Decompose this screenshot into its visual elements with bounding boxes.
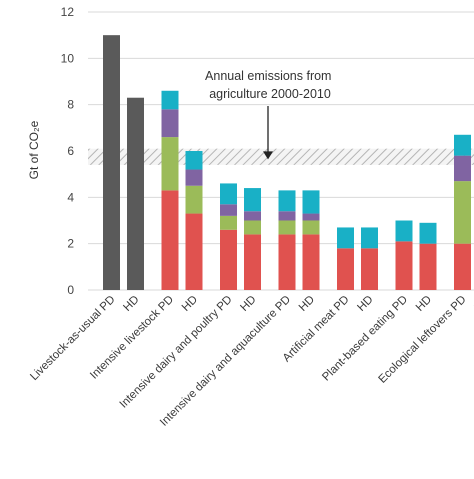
bar-segment bbox=[161, 137, 179, 191]
x-category-label: HD bbox=[355, 294, 375, 314]
bar-segment bbox=[337, 227, 354, 249]
annotation-arrowhead bbox=[263, 151, 273, 160]
bar-segment bbox=[185, 169, 203, 186]
annotation-line-1: Annual emissions from bbox=[205, 69, 331, 83]
x-category-label: HD bbox=[472, 294, 474, 314]
bar-segment bbox=[302, 234, 320, 290]
annotation-text: Annual emissions from agriculture 2000-2… bbox=[205, 69, 335, 101]
annotation-line-2: agriculture 2000-2010 bbox=[209, 87, 331, 101]
x-category-label: HD bbox=[121, 294, 141, 314]
bar-segment bbox=[185, 185, 203, 214]
bar-segment bbox=[302, 190, 320, 214]
y-tick-label: 6 bbox=[67, 144, 74, 158]
x-category-label: HD bbox=[297, 294, 317, 314]
bar-segment bbox=[220, 204, 237, 216]
bar-segment bbox=[302, 213, 320, 221]
bar-segment bbox=[244, 211, 261, 221]
bar-segment bbox=[278, 234, 296, 290]
bar-segment bbox=[395, 220, 413, 242]
bar-segment bbox=[244, 234, 261, 290]
annotation: Annual emissions from agriculture 2000-2… bbox=[205, 69, 335, 160]
bar-segment bbox=[278, 211, 296, 221]
y-axis-label: Gt of CO₂e bbox=[27, 120, 41, 179]
bar-segment bbox=[244, 188, 261, 212]
y-tick-label: 2 bbox=[67, 237, 74, 251]
bar-segment bbox=[278, 220, 296, 235]
bar-segment bbox=[103, 35, 120, 290]
bar-segment bbox=[220, 215, 237, 230]
bar-segment bbox=[302, 220, 320, 235]
bar-segment bbox=[185, 151, 203, 170]
reference-band-rect bbox=[88, 148, 474, 165]
bar-segment bbox=[419, 243, 437, 290]
bar-segment bbox=[395, 241, 413, 290]
bar-segment bbox=[361, 227, 378, 249]
y-tick-label: 10 bbox=[61, 51, 75, 65]
y-tick-label: 0 bbox=[67, 283, 74, 297]
bar-segment bbox=[419, 222, 437, 244]
bar-segment bbox=[337, 248, 354, 290]
bar-segment bbox=[454, 243, 471, 290]
bar-segment bbox=[161, 190, 179, 290]
y-tick-label: 4 bbox=[67, 190, 74, 204]
x-category-label: HD bbox=[414, 294, 434, 314]
bar-segment bbox=[454, 181, 471, 244]
bar-segment bbox=[454, 134, 471, 156]
x-category-label: Intensive dairy and aquaculture PD bbox=[158, 294, 293, 429]
y-tick-labels: 0 2 4 6 8 10 12 bbox=[61, 5, 75, 297]
bar-segment bbox=[278, 190, 296, 212]
reference-band bbox=[88, 148, 474, 165]
bar-segment bbox=[161, 109, 179, 138]
bar-segment bbox=[361, 248, 378, 290]
bar-segment bbox=[127, 97, 144, 290]
x-category-label: HD bbox=[180, 294, 200, 314]
bar-segment bbox=[161, 90, 179, 110]
bar-segment bbox=[454, 155, 471, 182]
bar-segment bbox=[220, 183, 237, 205]
y-tick-label: 8 bbox=[67, 98, 74, 112]
bar-segment bbox=[185, 213, 203, 290]
bar-segment bbox=[220, 229, 237, 290]
bars bbox=[103, 35, 471, 290]
x-category-label: Intensive dairy and poultry PD bbox=[118, 294, 235, 411]
y-tick-label: 12 bbox=[61, 5, 75, 19]
x-category-label: HD bbox=[238, 294, 258, 314]
bar-segment bbox=[244, 220, 261, 235]
